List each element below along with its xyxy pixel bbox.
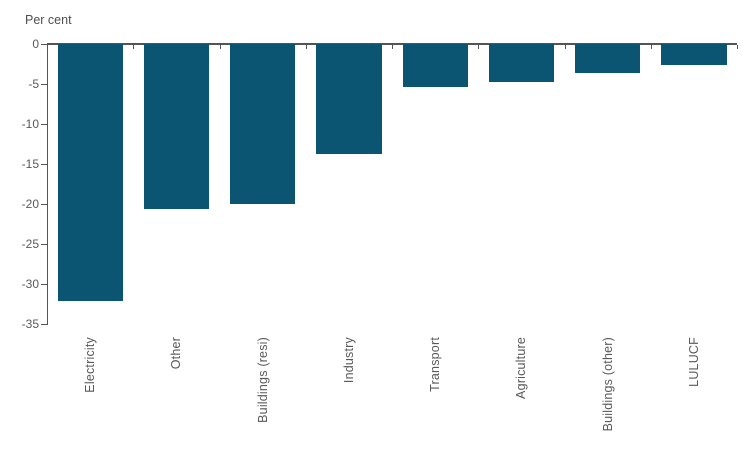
x-axis-label-lulucf: LULUCF [686,337,701,387]
x-axis-label-electricity: Electricity [83,337,98,393]
x-axis-label-other: Other [169,337,184,370]
x-axis-label-industry: Industry [341,337,356,384]
x-tick-mark [392,45,393,49]
y-tick-label: -30 [21,277,39,291]
y-tick-mark [41,84,47,85]
bar-lulucf [661,44,727,65]
x-tick-mark [651,45,652,49]
y-tick-label: -35 [21,317,39,331]
y-tick-mark [41,284,47,285]
bar-transport [402,44,468,87]
bar-buildings-other [575,44,641,73]
x-axis-label-agriculture: Agriculture [514,337,529,399]
y-tick-label: -20 [21,197,39,211]
y-tick-label: -15 [21,157,39,171]
x-tick-mark [306,45,307,49]
bar-industry [316,44,382,154]
x-axis-zero-line [47,43,737,45]
y-tick-mark [41,124,47,125]
x-tick-mark [737,45,738,49]
x-tick-mark [565,45,566,49]
bar-other [143,44,210,209]
y-tick-label: -10 [21,117,39,131]
x-axis-label-buildings-other: Buildings (other) [600,337,615,432]
y-tick-mark [41,44,47,45]
y-tick-mark [41,204,47,205]
y-tick-mark [41,244,47,245]
y-tick-label: -25 [21,237,39,251]
bar-buildings-resi [230,44,296,204]
y-tick-mark [41,164,47,165]
y-tick-label: -5 [28,77,39,91]
x-tick-mark [47,45,48,49]
x-axis-label-transport: Transport [428,337,443,392]
x-tick-mark [220,45,221,49]
x-axis-label-buildings-resi: Buildings (resi) [255,337,270,423]
x-tick-mark [133,45,134,49]
bar-agriculture [488,44,555,82]
y-axis-title: Per cent [25,13,72,27]
y-axis-line [47,44,48,325]
x-tick-mark [478,45,479,49]
y-tick-mark [41,324,47,325]
y-tick-label: 0 [32,37,39,51]
bar-electricity [57,44,123,301]
